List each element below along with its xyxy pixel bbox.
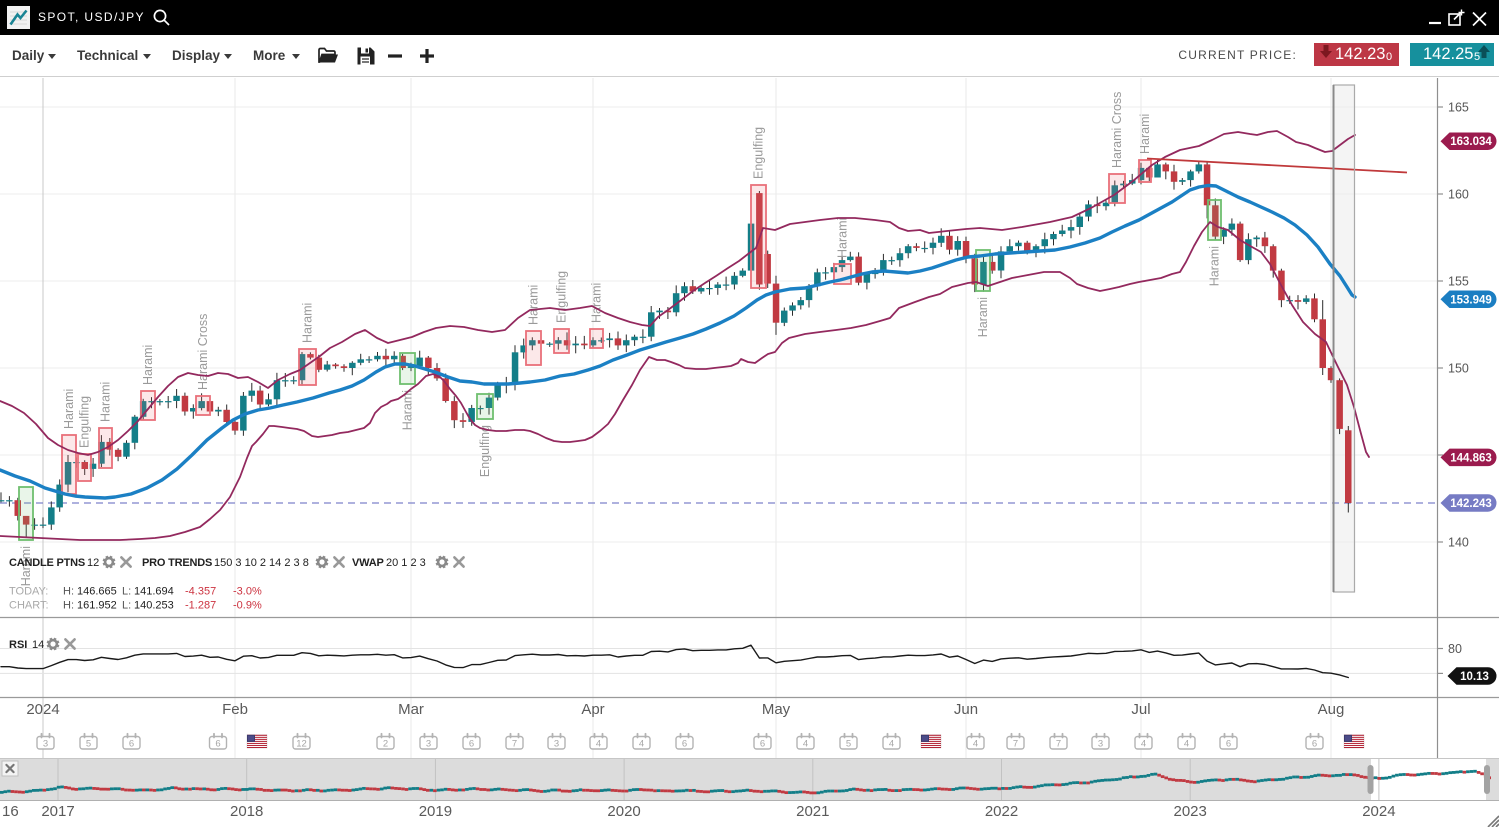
svg-text:12: 12	[87, 557, 99, 569]
svg-text:20 1 2 3: 20 1 2 3	[386, 557, 426, 569]
svg-text:PRO TRENDS: PRO TRENDS	[142, 557, 212, 569]
svg-text:L:: L:	[122, 600, 131, 612]
svg-text:Harami: Harami	[141, 345, 155, 385]
svg-text:80: 80	[1448, 642, 1462, 656]
svg-text:7: 7	[1013, 739, 1018, 750]
svg-text:4: 4	[596, 739, 601, 750]
svg-text:140: 140	[1448, 536, 1469, 550]
svg-text:Jul: Jul	[1131, 701, 1150, 718]
svg-text:H:: H:	[63, 586, 74, 598]
svg-text:3: 3	[426, 739, 431, 750]
svg-text:163.034: 163.034	[1450, 136, 1492, 148]
svg-text:Harami: Harami	[401, 390, 415, 430]
svg-text:CHART:: CHART:	[9, 600, 49, 612]
svg-text:2021: 2021	[796, 803, 829, 820]
svg-text:Engulfing: Engulfing	[555, 271, 569, 323]
svg-text:Harami: Harami	[62, 389, 76, 429]
svg-text:6: 6	[215, 739, 220, 750]
svg-text:144.863: 144.863	[1450, 452, 1492, 464]
svg-text:4: 4	[889, 739, 894, 750]
svg-text:14: 14	[32, 639, 44, 651]
svg-text:2: 2	[383, 739, 388, 750]
svg-text:Harami: Harami	[836, 218, 850, 258]
svg-text:160: 160	[1448, 188, 1469, 202]
svg-text:2023: 2023	[1174, 803, 1207, 820]
svg-text:6: 6	[1312, 739, 1317, 750]
svg-text:L:: L:	[122, 586, 131, 598]
svg-text:2024: 2024	[1362, 803, 1395, 820]
svg-text:2024: 2024	[26, 701, 59, 718]
svg-text:Harami Cross: Harami Cross	[196, 314, 210, 390]
svg-text:10.13: 10.13	[1460, 671, 1489, 683]
svg-text:3: 3	[1098, 739, 1103, 750]
svg-text:Harami: Harami	[1138, 114, 1152, 154]
svg-text:12: 12	[296, 739, 307, 750]
svg-text:TODAY:: TODAY:	[9, 586, 48, 598]
svg-text:140.253: 140.253	[134, 600, 174, 612]
svg-text:4: 4	[1184, 739, 1189, 750]
svg-text:150: 150	[1448, 362, 1469, 376]
svg-text:Harami: Harami	[301, 303, 315, 343]
svg-text:Harami: Harami	[527, 285, 541, 325]
svg-text:Apr: Apr	[581, 701, 604, 718]
svg-text:CANDLE PTNS: CANDLE PTNS	[9, 557, 85, 569]
svg-text:161.952: 161.952	[77, 600, 117, 612]
svg-text:141.694: 141.694	[134, 586, 174, 598]
svg-text:7: 7	[1056, 739, 1061, 750]
svg-text:Harami: Harami	[99, 382, 113, 422]
svg-text:Engulfing: Engulfing	[478, 425, 492, 477]
svg-text:155: 155	[1448, 275, 1469, 289]
svg-text:6: 6	[682, 739, 687, 750]
svg-text:6: 6	[469, 739, 474, 750]
svg-text:-4.357: -4.357	[185, 586, 216, 598]
svg-text:4: 4	[639, 739, 644, 750]
svg-text:153.949: 153.949	[1450, 294, 1492, 306]
svg-text:6: 6	[1226, 739, 1231, 750]
svg-text:150 3 10 2 14 2 3 8: 150 3 10 2 14 2 3 8	[214, 557, 309, 569]
svg-text:6: 6	[760, 739, 765, 750]
svg-text:7: 7	[512, 739, 517, 750]
svg-text:RSI: RSI	[9, 639, 27, 651]
svg-text:3: 3	[43, 739, 48, 750]
svg-text:5: 5	[846, 739, 851, 750]
svg-text:Engulfing: Engulfing	[752, 127, 766, 179]
svg-text:-3.0%: -3.0%	[233, 586, 262, 598]
svg-text:-1.287: -1.287	[185, 600, 216, 612]
svg-text:Engulfing: Engulfing	[78, 396, 92, 448]
svg-text:2017: 2017	[41, 803, 74, 820]
svg-text:VWAP: VWAP	[352, 557, 384, 569]
svg-text:165: 165	[1448, 101, 1469, 115]
svg-text:16: 16	[2, 803, 19, 820]
svg-text:Harami: Harami	[19, 546, 33, 586]
svg-text:142.243: 142.243	[1450, 498, 1492, 510]
svg-text:4: 4	[803, 739, 808, 750]
svg-text:2020: 2020	[607, 803, 640, 820]
svg-text:3: 3	[554, 739, 559, 750]
svg-text:-0.9%: -0.9%	[233, 600, 262, 612]
svg-text:Harami: Harami	[590, 283, 604, 323]
svg-text:2019: 2019	[419, 803, 452, 820]
svg-text:Harami: Harami	[976, 297, 990, 337]
svg-text:Jun: Jun	[954, 701, 978, 718]
svg-text:4: 4	[973, 739, 978, 750]
svg-text:Aug: Aug	[1318, 701, 1345, 718]
svg-text:2022: 2022	[985, 803, 1018, 820]
svg-text:H:: H:	[63, 600, 74, 612]
svg-text:Mar: Mar	[398, 701, 424, 718]
svg-text:4: 4	[1141, 739, 1146, 750]
svg-text:Feb: Feb	[222, 701, 248, 718]
svg-text:6: 6	[129, 739, 134, 750]
svg-text:5: 5	[86, 739, 91, 750]
svg-text:Harami: Harami	[1208, 246, 1222, 286]
svg-text:146.665: 146.665	[77, 586, 117, 598]
svg-text:Harami Cross: Harami Cross	[1110, 92, 1124, 168]
svg-text:2018: 2018	[230, 803, 263, 820]
svg-text:May: May	[762, 701, 791, 718]
